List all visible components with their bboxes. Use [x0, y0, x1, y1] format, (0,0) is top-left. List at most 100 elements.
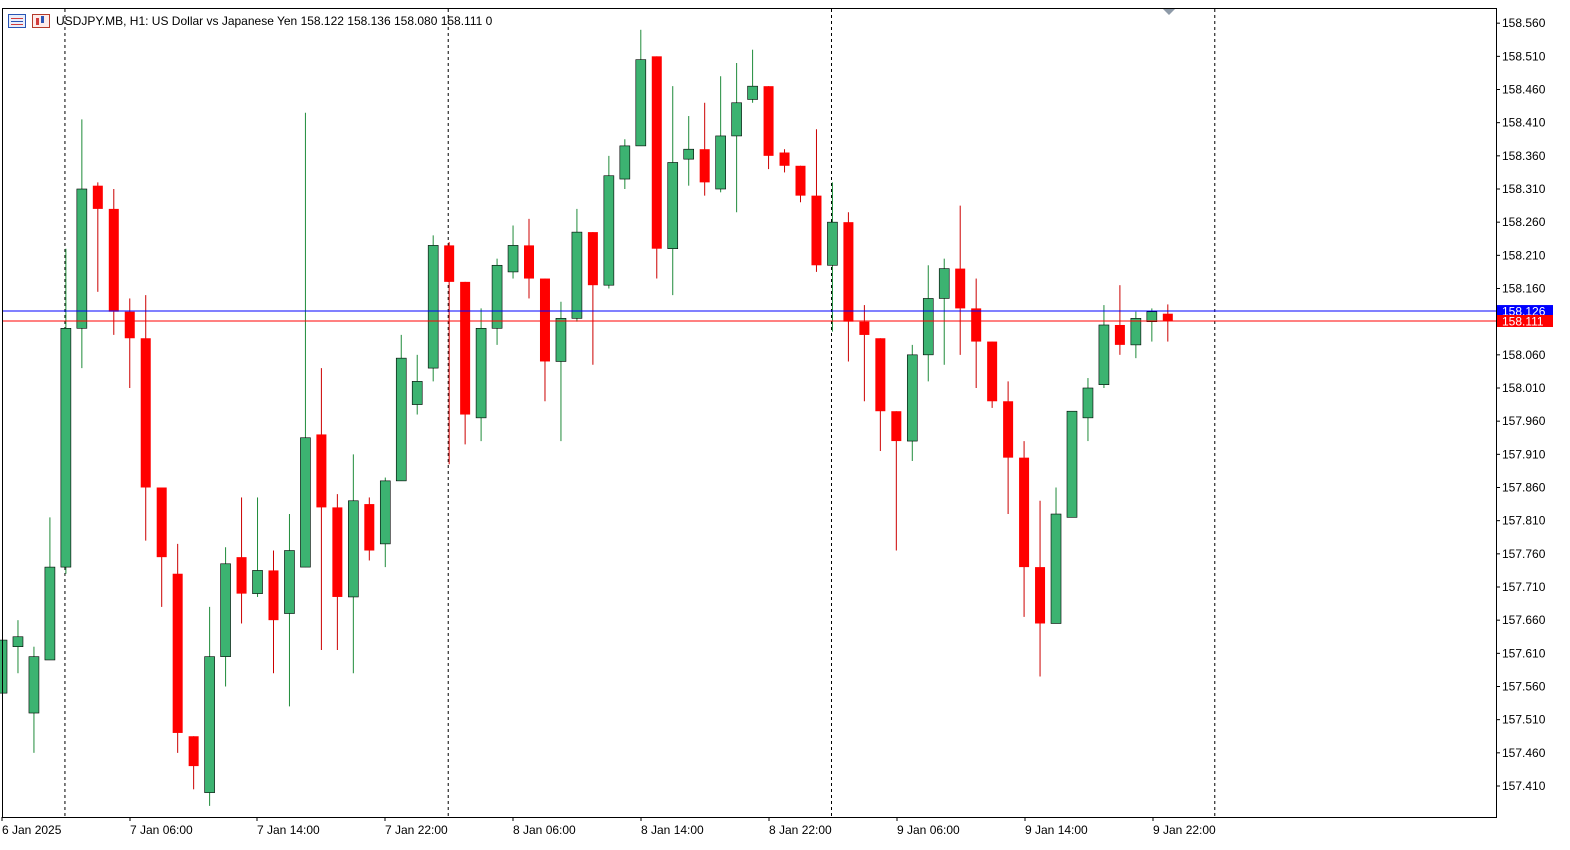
- candle[interactable]: [460, 281, 471, 445]
- candle[interactable]: [987, 341, 998, 408]
- candle[interactable]: [300, 112, 311, 568]
- y-tick-label: 158.010: [1502, 381, 1546, 395]
- candle[interactable]: [427, 235, 439, 382]
- candle-body-bear: [539, 278, 550, 362]
- y-tick-label: 157.660: [1502, 613, 1546, 627]
- candle[interactable]: [779, 149, 790, 173]
- candle[interactable]: [524, 218, 535, 299]
- candle[interactable]: [955, 205, 966, 355]
- y-tick-label: 158.210: [1502, 248, 1546, 262]
- candle[interactable]: [12, 620, 24, 674]
- candle[interactable]: [938, 258, 950, 365]
- candle[interactable]: [252, 497, 263, 597]
- candle[interactable]: [188, 736, 199, 790]
- candle[interactable]: [667, 86, 679, 296]
- candle[interactable]: [795, 165, 806, 203]
- y-tick-label: 158.510: [1502, 49, 1546, 63]
- bid-price-tag-bg: [1497, 315, 1553, 328]
- candle[interactable]: [76, 119, 88, 369]
- candle-body-bull: [44, 566, 56, 661]
- candle[interactable]: [859, 305, 870, 402]
- chart-bars-icon[interactable]: [32, 14, 50, 28]
- candle-body-bull: [475, 328, 487, 419]
- candle[interactable]: [843, 212, 854, 362]
- candle[interactable]: [635, 29, 647, 147]
- candle[interactable]: [124, 298, 135, 389]
- candle[interactable]: [731, 62, 742, 213]
- candle[interactable]: [891, 411, 902, 551]
- y-tick-label: 157.610: [1502, 646, 1546, 660]
- candle[interactable]: [1098, 305, 1110, 389]
- candle[interactable]: [348, 454, 359, 674]
- candle[interactable]: [1130, 311, 1142, 359]
- candle[interactable]: [827, 182, 838, 332]
- candle-body-bear: [444, 245, 455, 282]
- candle-body-bear: [699, 149, 710, 183]
- chart-shift-marker-icon[interactable]: [1163, 9, 1175, 15]
- candle[interactable]: [603, 155, 615, 289]
- candle[interactable]: [284, 514, 295, 707]
- candle[interactable]: [1066, 410, 1078, 518]
- candle[interactable]: [411, 354, 423, 415]
- candle[interactable]: [1019, 441, 1030, 617]
- candle[interactable]: [220, 547, 231, 687]
- candle-body-bull: [220, 563, 231, 657]
- candle[interactable]: [971, 278, 982, 389]
- candle-body-bear: [188, 736, 199, 767]
- candle[interactable]: [683, 116, 695, 186]
- candle[interactable]: [1162, 304, 1173, 342]
- candle[interactable]: [587, 232, 598, 365]
- plot-area-border: [2, 8, 1497, 818]
- candle[interactable]: [1114, 285, 1125, 355]
- candle[interactable]: [204, 606, 215, 806]
- candle[interactable]: [316, 368, 327, 651]
- candle[interactable]: [1146, 308, 1158, 342]
- candle-body-bull: [379, 480, 391, 545]
- candle[interactable]: [555, 301, 567, 442]
- candle-body-bull: [555, 318, 567, 362]
- candle-body-bear: [268, 570, 279, 621]
- candle[interactable]: [715, 76, 726, 193]
- candle[interactable]: [395, 334, 407, 482]
- candle[interactable]: [619, 139, 631, 190]
- candle[interactable]: [108, 189, 119, 335]
- candle[interactable]: [156, 487, 167, 607]
- candle[interactable]: [747, 49, 758, 103]
- candle[interactable]: [332, 494, 343, 651]
- candle-body-bull: [906, 354, 918, 442]
- candle[interactable]: [571, 208, 583, 322]
- market-watch-icon[interactable]: [8, 14, 26, 28]
- candle[interactable]: [1050, 487, 1062, 624]
- candle[interactable]: [0, 639, 8, 694]
- candle[interactable]: [1003, 381, 1014, 515]
- candle[interactable]: [236, 497, 247, 624]
- candle[interactable]: [539, 278, 550, 402]
- candle[interactable]: [28, 646, 40, 753]
- candle[interactable]: [1082, 378, 1094, 442]
- candle[interactable]: [906, 344, 918, 461]
- candle[interactable]: [475, 308, 487, 442]
- candle[interactable]: [140, 295, 151, 541]
- candle-body-bull: [747, 85, 758, 100]
- candle[interactable]: [699, 102, 710, 196]
- candle-body-bear: [1003, 401, 1014, 458]
- candle-body-bull: [507, 245, 519, 273]
- candle[interactable]: [922, 265, 934, 382]
- candle[interactable]: [268, 550, 279, 674]
- candle[interactable]: [60, 248, 72, 574]
- candle[interactable]: [364, 497, 375, 561]
- candle[interactable]: [507, 225, 519, 279]
- candle[interactable]: [875, 338, 886, 452]
- candle[interactable]: [44, 517, 56, 661]
- candle[interactable]: [92, 182, 103, 292]
- candle[interactable]: [763, 86, 774, 170]
- candle[interactable]: [444, 242, 455, 465]
- candle[interactable]: [651, 56, 662, 279]
- candle[interactable]: [811, 129, 822, 272]
- candle[interactable]: [172, 543, 183, 753]
- candle-body-bear: [955, 268, 966, 309]
- candle[interactable]: [1035, 500, 1046, 677]
- candle[interactable]: [491, 258, 503, 345]
- candle[interactable]: [379, 477, 391, 568]
